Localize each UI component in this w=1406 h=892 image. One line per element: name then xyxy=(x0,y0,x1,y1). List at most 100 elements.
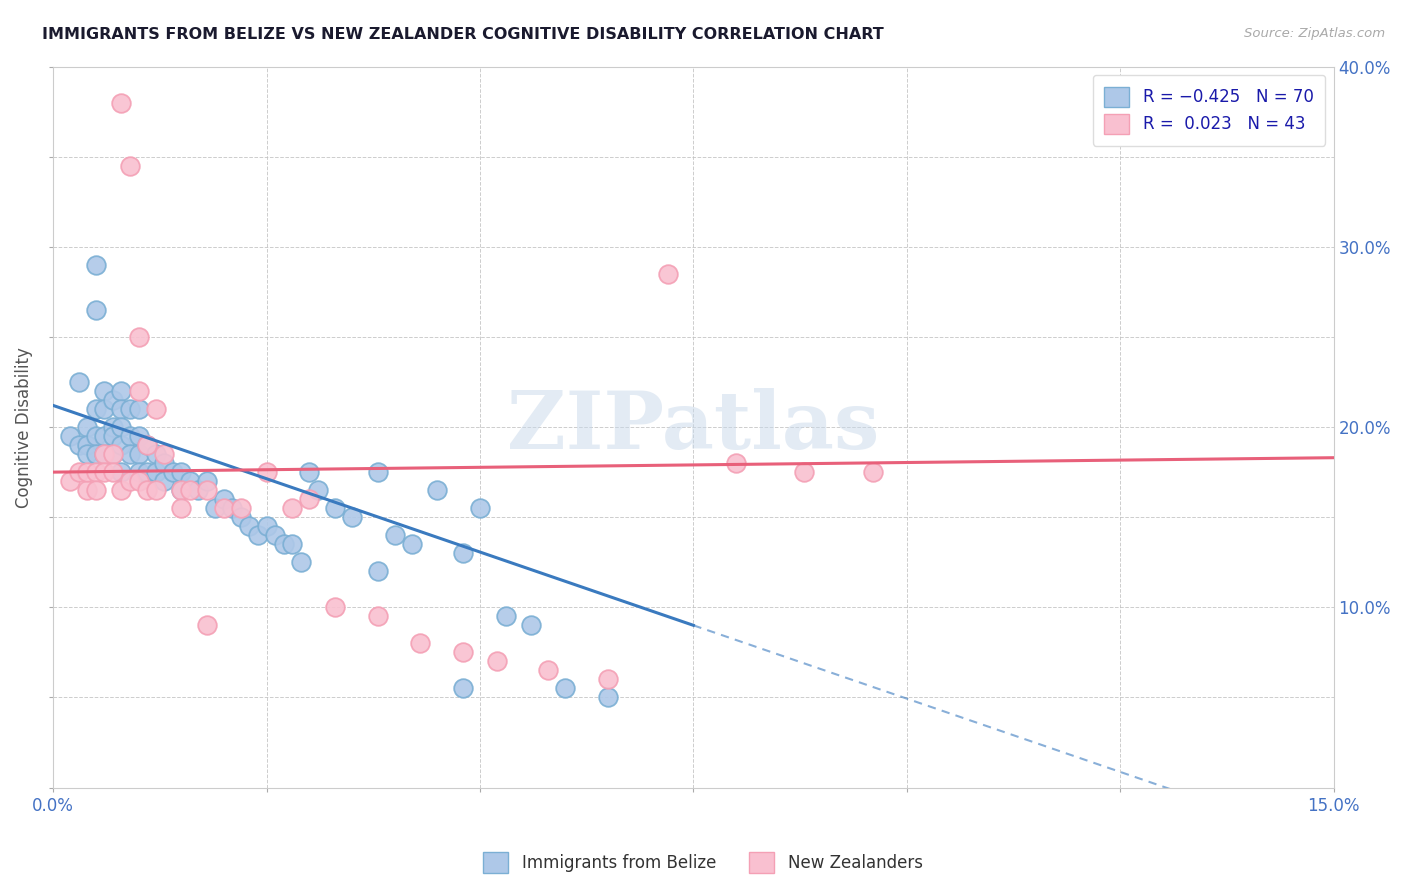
Point xyxy=(59,429,82,443)
Point xyxy=(59,474,82,488)
Legend: Immigrants from Belize, New Zealanders: Immigrants from Belize, New Zealanders xyxy=(477,846,929,880)
Point xyxy=(110,465,132,479)
Point xyxy=(110,384,132,398)
Point xyxy=(93,384,115,398)
Text: ZIPatlas: ZIPatlas xyxy=(508,388,880,466)
Point xyxy=(281,537,304,551)
Point xyxy=(179,474,201,488)
Point xyxy=(84,465,107,479)
Point xyxy=(170,483,193,497)
Point xyxy=(101,447,124,461)
Point xyxy=(468,501,491,516)
Point xyxy=(128,465,150,479)
Point xyxy=(153,456,176,470)
Point xyxy=(128,402,150,417)
Point xyxy=(426,483,449,497)
Point xyxy=(153,447,176,461)
Point xyxy=(273,537,295,551)
Point xyxy=(195,474,218,488)
Point xyxy=(596,690,619,705)
Point xyxy=(93,447,115,461)
Point xyxy=(101,465,124,479)
Point xyxy=(110,402,132,417)
Point xyxy=(118,429,141,443)
Point xyxy=(451,645,474,659)
Point xyxy=(195,483,218,497)
Point xyxy=(145,483,167,497)
Point xyxy=(110,95,132,110)
Point xyxy=(187,483,209,497)
Point xyxy=(93,447,115,461)
Point xyxy=(128,474,150,488)
Point xyxy=(101,447,124,461)
Point xyxy=(145,402,167,417)
Point xyxy=(451,681,474,696)
Point xyxy=(110,438,132,452)
Point xyxy=(367,564,389,578)
Point xyxy=(195,618,218,632)
Point xyxy=(118,447,141,461)
Point xyxy=(145,447,167,461)
Legend: R = −0.425   N = 70, R =  0.023   N = 43: R = −0.425 N = 70, R = 0.023 N = 43 xyxy=(1092,75,1326,145)
Point xyxy=(256,519,278,533)
Point xyxy=(298,492,321,507)
Point xyxy=(67,438,90,452)
Point xyxy=(153,474,176,488)
Point xyxy=(128,330,150,344)
Point xyxy=(76,447,98,461)
Point xyxy=(486,654,509,668)
Point xyxy=(170,483,193,497)
Point xyxy=(84,429,107,443)
Point xyxy=(384,528,406,542)
Point xyxy=(451,546,474,560)
Text: IMMIGRANTS FROM BELIZE VS NEW ZEALANDER COGNITIVE DISABILITY CORRELATION CHART: IMMIGRANTS FROM BELIZE VS NEW ZEALANDER … xyxy=(42,27,884,42)
Point xyxy=(256,465,278,479)
Text: Source: ZipAtlas.com: Source: ZipAtlas.com xyxy=(1244,27,1385,40)
Point xyxy=(84,302,107,317)
Point xyxy=(793,465,815,479)
Point xyxy=(101,392,124,407)
Point xyxy=(118,159,141,173)
Point xyxy=(128,447,150,461)
Point xyxy=(264,528,287,542)
Point xyxy=(229,510,252,524)
Point xyxy=(212,492,235,507)
Point xyxy=(409,636,432,650)
Point xyxy=(238,519,260,533)
Point xyxy=(367,465,389,479)
Point xyxy=(76,483,98,497)
Point xyxy=(170,501,193,516)
Point xyxy=(179,483,201,497)
Point xyxy=(212,501,235,516)
Point xyxy=(204,501,226,516)
Point xyxy=(307,483,329,497)
Point xyxy=(76,438,98,452)
Point xyxy=(76,420,98,434)
Point xyxy=(162,465,184,479)
Point xyxy=(118,402,141,417)
Point xyxy=(323,600,346,615)
Point xyxy=(298,465,321,479)
Point xyxy=(247,528,270,542)
Point xyxy=(281,501,304,516)
Point xyxy=(93,429,115,443)
Point xyxy=(725,456,748,470)
Point xyxy=(84,447,107,461)
Point xyxy=(93,402,115,417)
Point xyxy=(84,483,107,497)
Point xyxy=(340,510,363,524)
Point xyxy=(136,465,159,479)
Point xyxy=(67,465,90,479)
Y-axis label: Cognitive Disability: Cognitive Disability xyxy=(15,347,32,508)
Point xyxy=(118,474,141,488)
Point xyxy=(110,420,132,434)
Point xyxy=(110,483,132,497)
Point xyxy=(136,438,159,452)
Point xyxy=(84,402,107,417)
Point xyxy=(128,429,150,443)
Point xyxy=(537,664,560,678)
Point xyxy=(520,618,543,632)
Point xyxy=(145,465,167,479)
Point xyxy=(862,465,884,479)
Point xyxy=(657,267,679,281)
